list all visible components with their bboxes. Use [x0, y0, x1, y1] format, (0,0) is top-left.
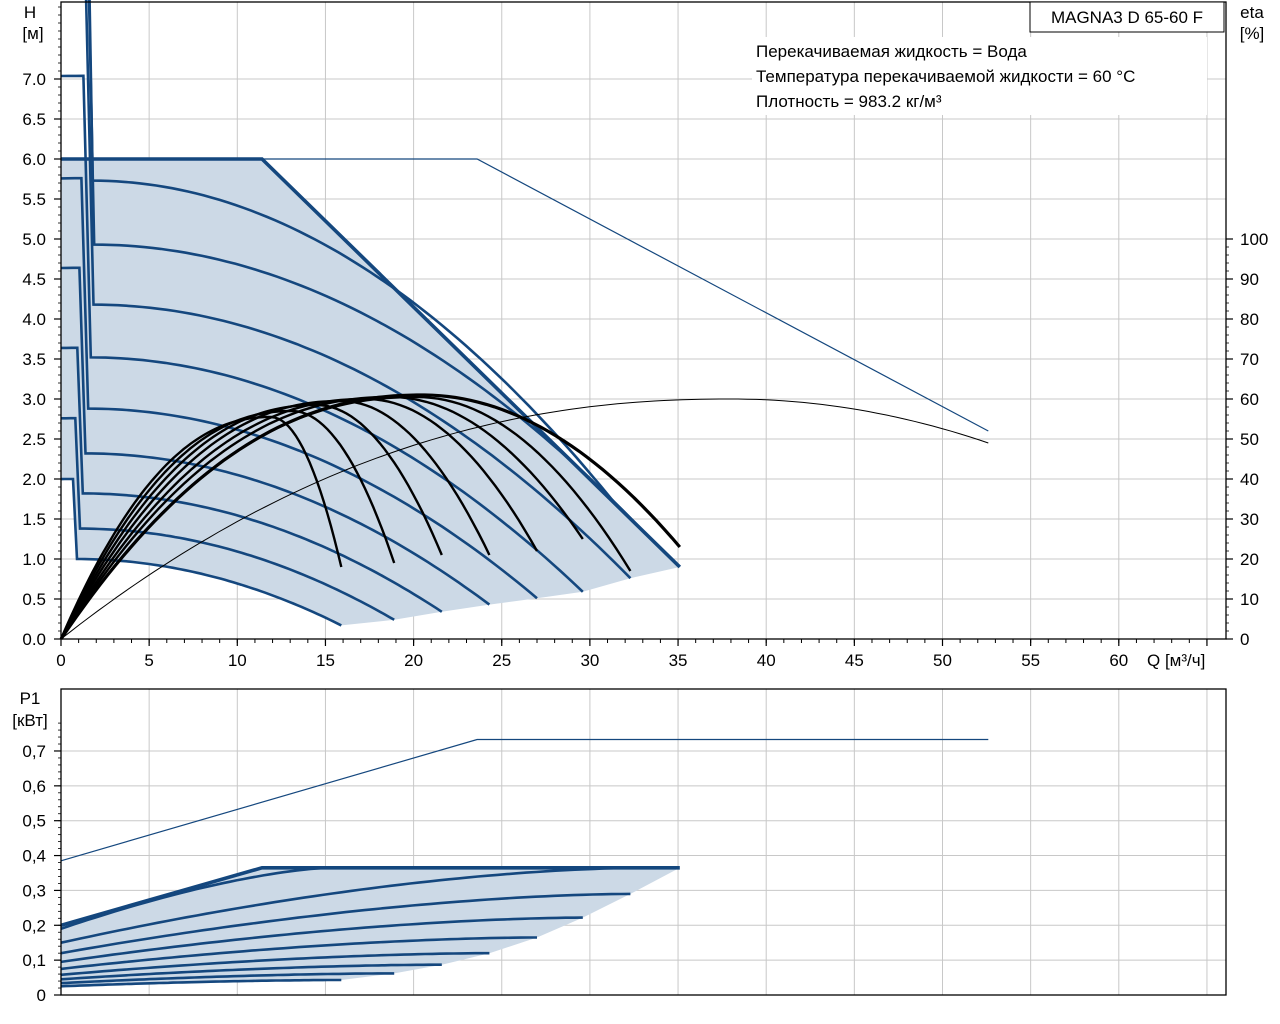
eta-tick-label: 20: [1240, 550, 1259, 569]
head-curve-7: [61, 346, 443, 613]
density-note: Плотность = 983.2 кг/м³: [756, 92, 942, 111]
eta-tick-label: 70: [1240, 350, 1259, 369]
head-operating-area-fill: [61, 159, 680, 626]
flow-tick-label: 35: [669, 651, 688, 670]
twin-pump-efficiency-line: [60, 398, 989, 640]
head-tick-label: 5.0: [22, 230, 46, 249]
power-tick-label: 0,5: [22, 812, 46, 831]
eta-tick-label: 50: [1240, 430, 1259, 449]
flow-tick-label: 5: [144, 651, 153, 670]
power-curve-7: [60, 963, 442, 981]
power-curve-8: [60, 972, 395, 985]
power-tick-label: 0,6: [22, 777, 46, 796]
head-curve-5: [60, 176, 538, 600]
flow-tick-label: 0: [56, 651, 65, 670]
flow-tick-label: 45: [845, 651, 864, 670]
head-tick-label: 0.5: [22, 590, 46, 609]
eta-axis-unit: [%]: [1240, 24, 1265, 43]
head-tick-label: 5.5: [22, 190, 46, 209]
efficiency-curve-2: [60, 395, 632, 640]
eta-tick-label: 10: [1240, 590, 1259, 609]
flow-tick-label: 15: [316, 651, 335, 670]
power-curve-6: [60, 951, 490, 977]
head-tick-label: 0.0: [22, 630, 46, 649]
power-curves: [60, 738, 989, 988]
twin-pump-head-line: [61, 158, 989, 432]
model-label: MAGNA3 D 65-60 F: [1051, 8, 1203, 27]
eta-axis-title: eta: [1240, 3, 1264, 22]
flow-tick-label: 10: [228, 651, 247, 670]
eta-tick-label: 60: [1240, 390, 1259, 409]
head-tick-label: 1.0: [22, 550, 46, 569]
flow-tick-label: 20: [404, 651, 423, 670]
power-curve-9: [60, 978, 342, 988]
head-operating-area: [61, 159, 680, 626]
power-chart-frame: [54, 688, 1227, 996]
flow-tick-label: 40: [757, 651, 776, 670]
head-tick-label: 1.5: [22, 510, 46, 529]
flow-tick-label: 55: [1021, 651, 1040, 670]
head-chart-frame: [54, 1, 1233, 646]
head-tick-label: 4.5: [22, 270, 46, 289]
head-tick-label: 2.5: [22, 430, 46, 449]
flow-tick-label: 30: [580, 651, 599, 670]
power-curve-4: [60, 916, 583, 964]
flow-tick-label: 25: [492, 651, 511, 670]
power-tick-label: 0,7: [22, 742, 46, 761]
flow-tick-label: 50: [933, 651, 952, 670]
power-axis-unit: [кВт]: [12, 711, 47, 730]
power-axis-title: P1: [20, 689, 41, 708]
eta-tick-label: 0: [1240, 630, 1249, 649]
model-label-box: [1029, 1, 1225, 33]
fluid-note-box: [752, 37, 1207, 115]
power-tick-label: 0,4: [22, 847, 46, 866]
power-tick-label: 0,1: [22, 951, 46, 970]
head-curve-1: [88, 0, 618, 506]
head-curve-6: [60, 266, 491, 606]
head-curve-3: [84, 0, 632, 580]
efficiency-curve-4: [59, 397, 539, 640]
power-curve-2: [60, 866, 643, 944]
head-tick-label: 6.5: [22, 110, 46, 129]
head-plot-border: [60, 1, 1227, 640]
axis-labels: 0 5 10 15 20 25 30 35 40 45 50 55 60 0.0 0.5 1.0 1.5 2.0 2…: [22, 70, 1268, 1005]
eta-tick-label: 80: [1240, 310, 1259, 329]
eta-tick-label: 90: [1240, 270, 1259, 289]
head-axis-unit: [м]: [22, 24, 43, 43]
head-tick-label: 7.0: [22, 70, 46, 89]
power-tick-label: 0,2: [22, 916, 46, 935]
head-tick-label: 2.0: [22, 470, 46, 489]
head-tick-label: 6.0: [22, 150, 46, 169]
head-tick-label: 3.0: [22, 390, 46, 409]
efficiency-curve-8: [59, 415, 343, 640]
power-tick-label: 0,3: [22, 881, 46, 900]
head-tick-label: 4.0: [22, 310, 46, 329]
twin-pump-power-line: [60, 738, 989, 862]
head-axis-title: H: [24, 3, 36, 22]
power-curve-5: [60, 936, 537, 971]
temperature-note: Температура перекачиваемой жидкости = 60…: [756, 67, 1135, 86]
flow-tick-label: 60: [1109, 651, 1128, 670]
power-chart-grid: [60, 689, 1226, 996]
power-max-curve: [60, 865, 680, 928]
power-curve-3: [60, 892, 631, 955]
eta-tick-label: 100: [1240, 230, 1268, 249]
eta-tick-label: 30: [1240, 510, 1259, 529]
head-tick-label: 3.5: [22, 350, 46, 369]
power-tick-label: 0: [37, 986, 46, 1005]
eta-tick-label: 40: [1240, 470, 1259, 489]
flow-axis-title: Q [м³/ч]: [1147, 651, 1205, 670]
head-curves: [59, 0, 989, 640]
head-curve-2: [87, 0, 644, 532]
fluid-note: Перекачиваемая жидкость = Вода: [756, 42, 1027, 61]
